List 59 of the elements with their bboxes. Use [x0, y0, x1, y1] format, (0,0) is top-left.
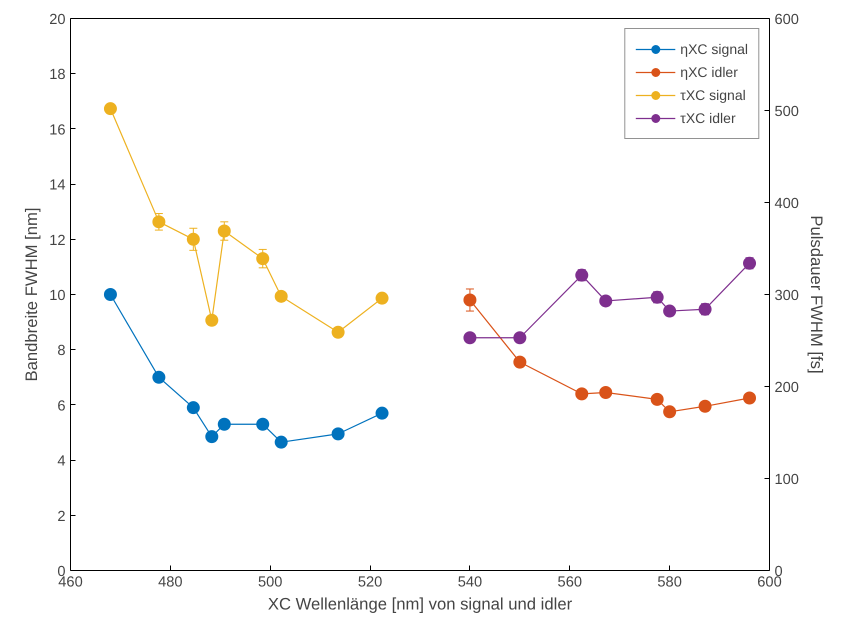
point: [332, 326, 345, 339]
point: [186, 401, 200, 414]
y2-axis-title: Pulsdauer FWHM [fs]: [806, 215, 826, 374]
point: [663, 405, 676, 418]
point: [463, 331, 476, 344]
point: [186, 232, 200, 246]
point: [218, 418, 231, 431]
y2-tick-label: 400: [774, 196, 799, 212]
point: [376, 406, 389, 420]
point: [152, 370, 166, 384]
point: [205, 314, 218, 327]
x-tick-label: 540: [458, 574, 482, 590]
point: [376, 292, 389, 305]
y-tick-label: 2: [57, 508, 66, 525]
point: [650, 392, 664, 406]
y2-tick-label: 600: [774, 12, 799, 28]
point: [463, 294, 476, 307]
y-tick-label: 4: [57, 454, 66, 470]
y-tick-label: 12: [49, 232, 66, 249]
y2-tick-label: 300: [774, 288, 799, 304]
y-tick-label: 18: [49, 67, 66, 84]
point: [152, 215, 166, 228]
y-axis-title: Bandbreite FWHM [nm]: [22, 207, 42, 382]
point: [599, 294, 612, 308]
legend-label: τXC idler: [680, 110, 736, 126]
x-tick-label: 560: [558, 574, 582, 590]
point: [256, 418, 270, 431]
x-tick-label: 520: [358, 574, 382, 590]
point: [575, 387, 588, 400]
point: [663, 304, 676, 318]
x-tick-label: 480: [158, 574, 183, 590]
x-axis-title: XC Wellenlänge [nm] von signal und idler: [268, 594, 573, 614]
point: [332, 427, 345, 440]
point: [513, 356, 526, 369]
legend-label: τXC signal: [680, 87, 746, 103]
y-tick-label: 14: [49, 178, 66, 194]
y2-tick-label: 500: [774, 104, 799, 120]
y-tick-label: 16: [49, 122, 66, 138]
point: [205, 430, 218, 444]
point: [104, 102, 117, 116]
y-tick-label: 10: [49, 288, 66, 304]
x-tick-label: 580: [657, 574, 682, 590]
point: [218, 224, 231, 238]
y-tick-label: 6: [57, 398, 66, 414]
y2-tick-label: 200: [774, 380, 799, 396]
point: [274, 436, 288, 449]
legend-label: ηXC idler: [680, 64, 738, 80]
point: [104, 288, 117, 301]
point: [513, 331, 526, 344]
y-tick-label: 20: [49, 12, 66, 28]
point: [274, 290, 288, 303]
legend-label: ηXC signal: [680, 41, 748, 57]
point: [743, 392, 756, 404]
point: [256, 252, 270, 266]
point: [698, 400, 712, 413]
x-tick-label: 500: [258, 574, 282, 590]
point: [599, 386, 612, 399]
y2-tick-label: 100: [774, 472, 799, 488]
y-tick-label: 8: [57, 343, 66, 360]
